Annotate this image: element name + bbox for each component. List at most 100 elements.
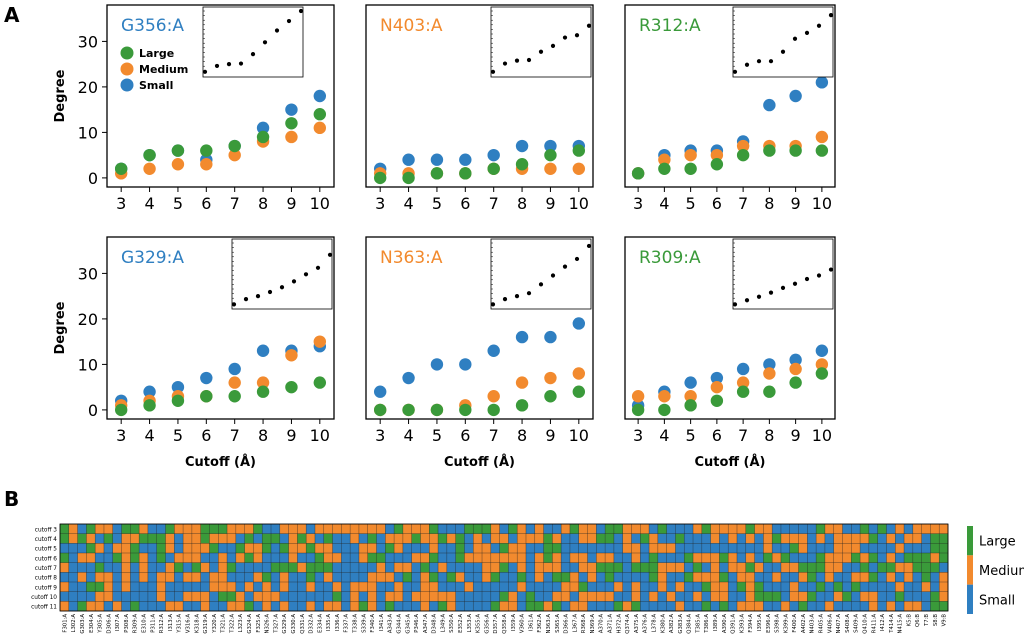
data-point-small (544, 330, 557, 344)
heatmap-cell (376, 562, 386, 573)
data-point-medium (658, 153, 671, 166)
heatmap-cell (350, 524, 360, 534)
heatmap-cell (306, 572, 316, 583)
heatmap-column-label: A347:A (423, 614, 429, 634)
heatmap-column-label: I335:A (326, 614, 332, 631)
heatmap-cell (939, 553, 949, 563)
inset-point (291, 279, 297, 284)
heatmap-cell (358, 533, 369, 544)
heatmap-cell (139, 553, 149, 563)
heatmap-cell (939, 601, 949, 612)
heatmap-cell (886, 582, 896, 592)
heatmap-cell (657, 591, 667, 602)
heatmap-cell (279, 562, 289, 573)
heatmap-cell (367, 591, 377, 602)
heatmap-cell (227, 543, 237, 554)
heatmap-cell (455, 582, 465, 592)
heatmap-cell (842, 572, 852, 583)
heatmap-cell (877, 601, 887, 612)
heatmap-cell (314, 601, 325, 612)
heatmap-cell (165, 553, 175, 563)
heatmap-cell (930, 543, 940, 554)
heatmap-cell (209, 562, 219, 573)
heatmap-cell (666, 572, 676, 583)
x-axis-label: Cutoff (Å) (695, 454, 766, 470)
data-point-large (373, 403, 387, 417)
inset-point (550, 43, 556, 48)
inset-point (792, 36, 798, 41)
heatmap-cell (95, 591, 105, 602)
heatmap-cell (341, 533, 351, 544)
heatmap-cell (411, 553, 421, 563)
y-tick-label: 30 (78, 32, 98, 51)
data-point-small (313, 89, 327, 103)
heatmap-cell (631, 591, 641, 602)
heatmap-cell (156, 562, 166, 573)
heatmap-cell (411, 591, 421, 602)
heatmap-cell (763, 553, 773, 563)
heatmap-cell (921, 582, 931, 592)
heatmap-column-label: L353:A (467, 614, 473, 633)
heatmap-cell (508, 543, 518, 554)
heatmap-cell (306, 533, 316, 544)
heatmap-cell (772, 543, 782, 554)
inset-point (267, 289, 273, 295)
heatmap-cell (543, 582, 553, 592)
data-point-small (256, 121, 270, 135)
heatmap-row-label: cutoff 8 (35, 576, 58, 582)
heatmap-column-label: G345:A (405, 614, 411, 634)
heatmap-cell (446, 543, 456, 554)
heatmap-cell (543, 533, 553, 544)
heatmap-cell (499, 572, 509, 583)
heatmap-cell (649, 591, 659, 602)
heatmap-cell (517, 591, 527, 602)
inset-point (327, 252, 333, 257)
heatmap-cell (332, 524, 342, 534)
heatmap-cell (736, 562, 747, 573)
heatmap-cell (262, 562, 272, 573)
heatmap-cell (605, 591, 615, 602)
data-point-small (285, 103, 298, 116)
heatmap-cell (666, 524, 676, 534)
heatmap-column-label: G324:A (247, 614, 253, 634)
heatmap-cell (649, 601, 659, 612)
heatmap-column-label: G303:A (80, 614, 86, 634)
heatmap-cell (798, 582, 808, 592)
heatmap-cell (438, 553, 448, 563)
heatmap-cell (807, 553, 817, 563)
data-point-large (256, 385, 270, 398)
heatmap-cell (367, 562, 377, 573)
heatmap-cell (262, 601, 272, 612)
heatmap-cell (816, 582, 826, 592)
heatmap-cell (525, 601, 536, 612)
heatmap-cell (262, 533, 272, 544)
heatmap-cell (675, 533, 685, 544)
inset-point (274, 28, 280, 33)
heatmap-cell (218, 524, 228, 534)
plot-frame (365, 4, 594, 188)
heatmap-cell (780, 562, 791, 573)
heatmap-cell (200, 553, 210, 563)
heatmap-cell (877, 591, 887, 602)
heatmap-cell (649, 562, 659, 573)
heatmap-cell (490, 553, 500, 563)
heatmap-cell (886, 572, 896, 583)
heatmap-cell (789, 591, 799, 602)
heatmap-column-label: Q374:A (625, 614, 631, 634)
heatmap-cell (218, 543, 228, 554)
heatmap-cell (631, 582, 641, 592)
heatmap-cell (103, 543, 114, 554)
heatmap-column-label: A371:A (608, 614, 614, 634)
heatmap-cell (209, 572, 219, 583)
heatmap-cell (446, 601, 456, 612)
heatmap-cell (763, 562, 773, 573)
heatmap-cell (912, 562, 922, 573)
heatmap-column-label: N407:A (836, 614, 842, 634)
heatmap-cell (402, 524, 412, 534)
heatmap-cell (552, 543, 562, 554)
panel-title: N363:A (380, 248, 443, 268)
heatmap-cell (385, 582, 395, 592)
heatmap-cell (833, 543, 843, 554)
heatmap-cell (376, 601, 386, 612)
legend-marker-small (120, 78, 134, 92)
